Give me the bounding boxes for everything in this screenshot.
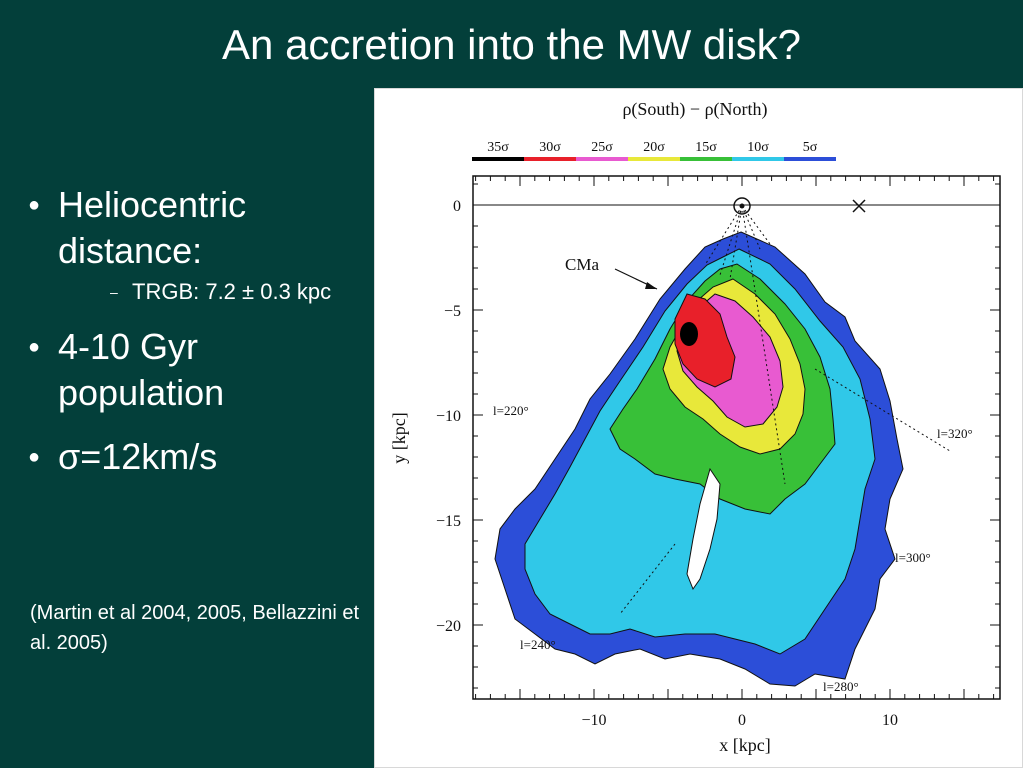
contour-35sigma bbox=[680, 322, 698, 346]
colorbar-swatch bbox=[628, 157, 680, 161]
bullet-text: 4-10 Gyr population bbox=[58, 326, 225, 413]
colorbar-label: 10σ bbox=[747, 140, 769, 155]
colorbar-swatch bbox=[576, 157, 628, 161]
l300-label: l=300° bbox=[895, 550, 931, 565]
y-tick-label: −5 bbox=[444, 303, 461, 320]
contour-gap bbox=[686, 467, 721, 591]
bullet-text: σ=12km/s bbox=[58, 436, 218, 477]
colorbar-swatch bbox=[784, 157, 836, 161]
colorbar-label: 25σ bbox=[591, 140, 613, 155]
colorbar-label: 30σ bbox=[539, 140, 561, 155]
y-tick-label: −10 bbox=[436, 408, 461, 425]
cma-arrowhead-icon bbox=[645, 282, 657, 289]
colorbar: 35σ 30σ 25σ 20σ 15σ 10σ 5σ bbox=[472, 140, 836, 161]
x-axis-label: x [kpc] bbox=[719, 735, 770, 755]
colorbar-swatch bbox=[680, 157, 732, 161]
x-tick-label: −10 bbox=[581, 712, 606, 729]
l280-label: l=280° bbox=[823, 679, 859, 694]
density-contour-figure: ρ(South) − ρ(North) 35σ 30σ 25σ 20σ 15σ 10σ 5σ bbox=[374, 88, 1023, 768]
colorbar-label: 20σ bbox=[643, 140, 665, 155]
galactic-center-icon bbox=[852, 199, 866, 213]
colorbar-label: 15σ bbox=[695, 140, 717, 155]
slide-title: An accretion into the MW disk? bbox=[222, 21, 801, 68]
colorbar-label: 35σ bbox=[487, 140, 509, 155]
y-tick-labels: 0 −5 −10 −15 −20 bbox=[436, 198, 461, 635]
bullet-text: Heliocentric distance: bbox=[58, 184, 247, 271]
l220-label: l=220° bbox=[493, 403, 529, 418]
figure-title: ρ(South) − ρ(North) bbox=[622, 99, 767, 120]
bullet-heliocentric-distance: ● Heliocentric distance: – TRGB: 7.2 ± 0… bbox=[22, 182, 367, 306]
x-tick-labels: −10 0 10 bbox=[581, 712, 898, 729]
colorbar-swatch bbox=[732, 157, 784, 161]
colorbar-swatch bbox=[524, 157, 576, 161]
sub-bullet-text: TRGB: 7.2 ± 0.3 kpc bbox=[132, 279, 332, 304]
bullet-dot-icon: ● bbox=[28, 446, 41, 468]
sub-bullet-dash-icon: – bbox=[110, 284, 118, 300]
l320-label: l=320° bbox=[937, 426, 973, 441]
density-contour-svg: ρ(South) − ρ(North) 35σ 30σ 25σ 20σ 15σ 10σ 5σ bbox=[389, 99, 1001, 755]
bullet-list: ● Heliocentric distance: – TRGB: 7.2 ± 0… bbox=[22, 182, 367, 498]
x-tick-label: 0 bbox=[738, 712, 746, 729]
y-tick-label: −20 bbox=[436, 618, 461, 635]
bullet-dot-icon: ● bbox=[28, 194, 41, 216]
y-tick-label: −15 bbox=[436, 513, 461, 530]
y-tick-label: 0 bbox=[453, 198, 461, 215]
plot-frame bbox=[472, 175, 1001, 700]
contour-map bbox=[494, 231, 904, 687]
bullet-dot-icon: ● bbox=[28, 336, 41, 358]
colorbar-label: 5σ bbox=[803, 140, 818, 155]
y-axis-label: y [kpc] bbox=[389, 412, 409, 463]
l240-label: l=240° bbox=[520, 637, 556, 652]
contour-30sigma bbox=[674, 293, 736, 388]
sub-bullet-trgb: – TRGB: 7.2 ± 0.3 kpc bbox=[58, 278, 367, 306]
sight-lines bbox=[619, 205, 951, 615]
x-tick-label: 10 bbox=[882, 712, 898, 729]
plot-axes bbox=[472, 175, 1001, 700]
bullet-sigma: ● σ=12km/s bbox=[22, 434, 367, 480]
colorbar-swatch bbox=[472, 157, 524, 161]
bullet-population: ● 4-10 Gyr population bbox=[22, 324, 367, 416]
cma-label: CMa bbox=[565, 255, 599, 274]
citation: (Martin et al 2004, 2005, Bellazzini et … bbox=[30, 602, 360, 654]
